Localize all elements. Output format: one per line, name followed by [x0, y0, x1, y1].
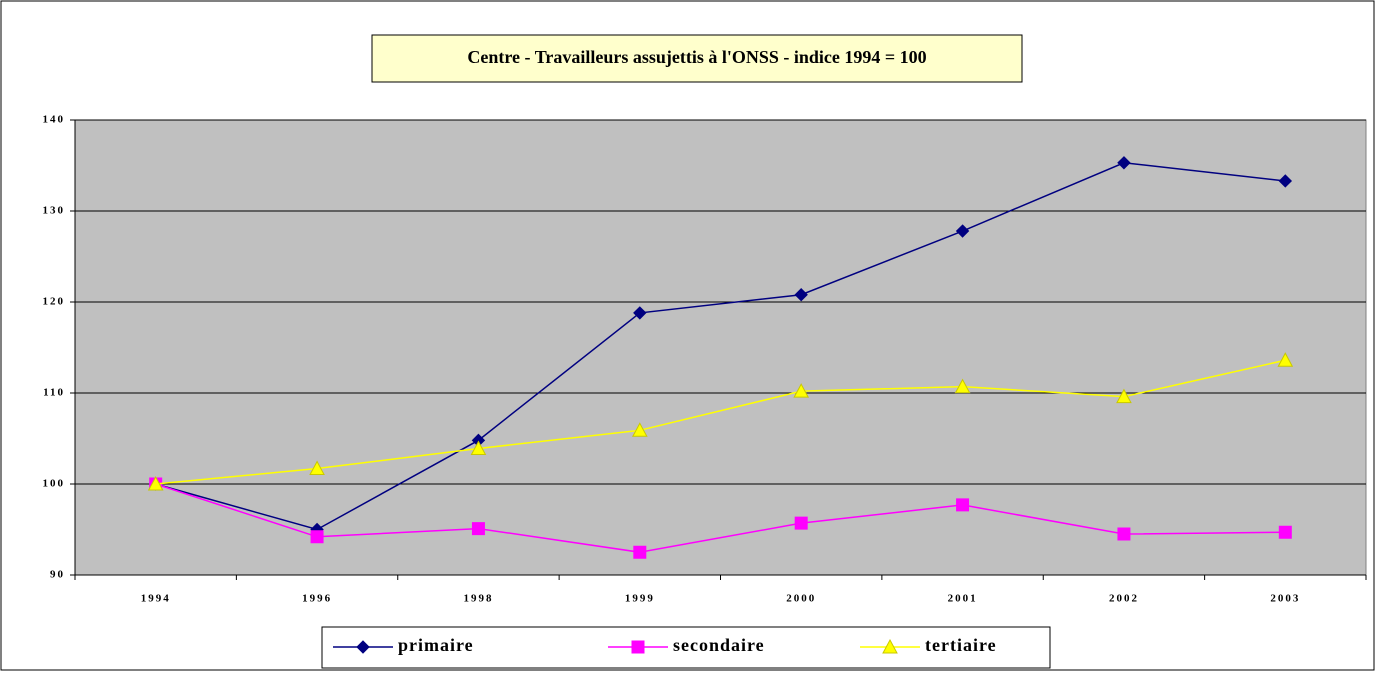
data-point — [793, 383, 810, 398]
data-point — [633, 545, 647, 559]
y-tick-label: 110 — [43, 387, 65, 399]
data-point — [794, 288, 808, 302]
legend-label: primaire — [398, 635, 474, 655]
plot-area — [74, 119, 1367, 576]
x-tick-label: 1996 — [302, 593, 332, 605]
legend-label: secondaire — [673, 635, 765, 655]
legend-marker — [631, 640, 645, 654]
data-point — [631, 422, 648, 437]
y-tick-label: 100 — [43, 478, 66, 490]
y-tick-label: 120 — [43, 296, 66, 308]
data-point — [1278, 525, 1292, 539]
data-point — [1117, 527, 1131, 541]
data-point — [1116, 388, 1132, 404]
legend-box — [321, 626, 1051, 669]
x-tick-label: 1999 — [625, 593, 655, 605]
data-point — [955, 224, 970, 238]
data-point — [310, 530, 324, 544]
data-point — [1278, 174, 1293, 188]
legend-marker — [882, 638, 898, 654]
data-point — [470, 440, 487, 456]
x-tick-label: 2002 — [1109, 593, 1139, 605]
chart-title: Centre - Travailleurs assujettis à l'ONS… — [467, 47, 926, 67]
series-line — [155, 359, 1286, 485]
series-line — [155, 483, 1286, 554]
x-tick-label: 2003 — [1270, 593, 1300, 605]
data-point — [794, 516, 808, 530]
y-tick-label: 130 — [43, 205, 66, 217]
y-tick-label: 140 — [43, 114, 66, 126]
data-point — [954, 378, 971, 394]
data-point — [1277, 352, 1294, 367]
x-tick-label: 1994 — [141, 593, 171, 605]
data-point — [956, 498, 970, 512]
data-point — [147, 475, 164, 491]
x-tick-label: 2001 — [948, 593, 978, 605]
legend-marker — [356, 640, 370, 654]
legend-label: tertiaire — [925, 635, 997, 655]
data-point — [309, 460, 325, 476]
x-tick-label: 1998 — [463, 593, 493, 605]
x-tick-label: 2000 — [786, 593, 816, 605]
y-tick-label: 90 — [50, 569, 65, 581]
data-point — [1117, 156, 1131, 170]
data-point — [633, 306, 647, 320]
data-point — [471, 522, 485, 536]
series-line — [155, 162, 1286, 531]
title-box — [371, 34, 1023, 83]
